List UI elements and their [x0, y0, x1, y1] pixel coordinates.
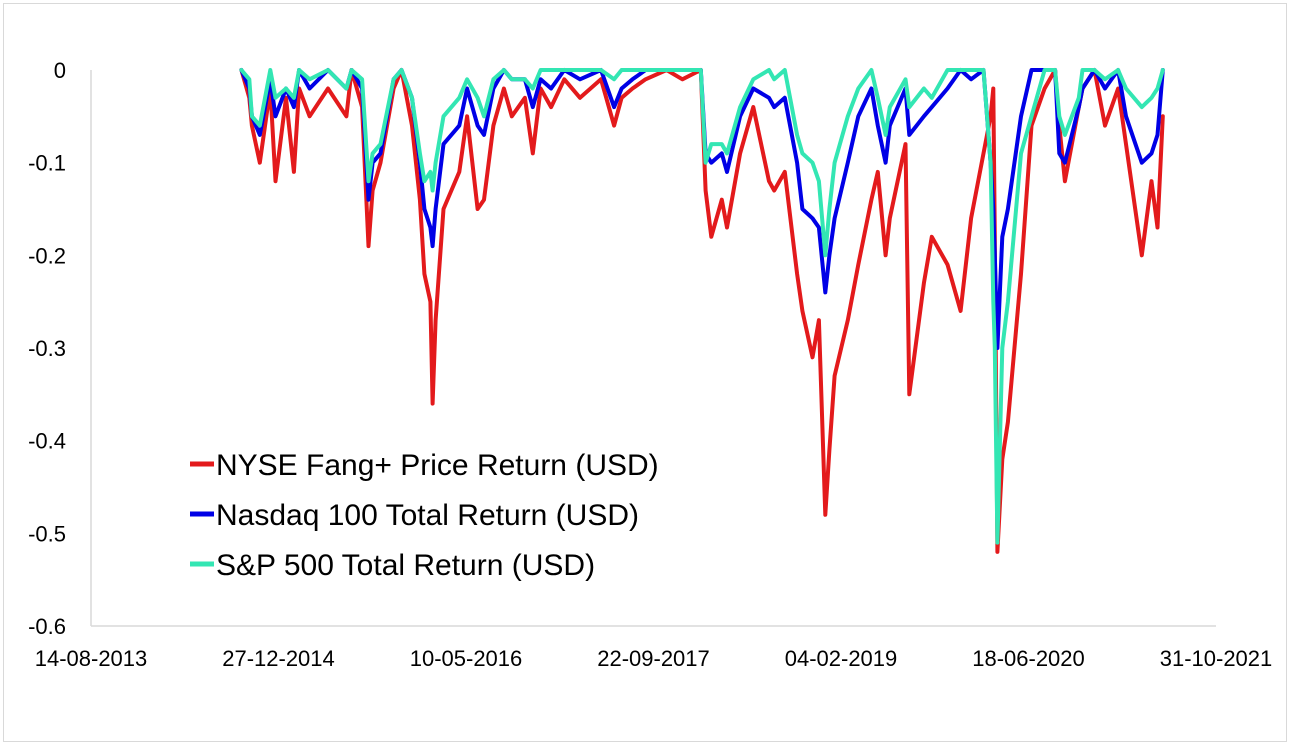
y-tick-labels: 0 -0.1 -0.2 -0.3 -0.4 -0.5 -0.6 — [28, 58, 66, 639]
legend-label-1: Nasdaq 100 Total Return (USD) — [216, 499, 639, 532]
x-tick-label: 10-05-2016 — [410, 646, 523, 671]
y-tick-label: -0.6 — [28, 614, 66, 639]
y-tick-label: -0.5 — [28, 521, 66, 546]
x-tick-label: 04-02-2019 — [785, 646, 898, 671]
chart-frame: 0 -0.1 -0.2 -0.3 -0.4 -0.5 -0.6 14-08-2013 27-1… — [3, 3, 1287, 742]
x-tick-labels: 14-08-2013 27-12-2014 10-05-2016 22-09-2017… — [35, 646, 1273, 671]
y-tick-label: -0.2 — [28, 243, 66, 268]
x-tick-label: 22-09-2017 — [597, 646, 710, 671]
drawdown-chart: 0 -0.1 -0.2 -0.3 -0.4 -0.5 -0.6 14-08-2013 27-1… — [28, 58, 1273, 671]
legend-label-0: NYSE Fang+ Price Return (USD) — [216, 449, 659, 482]
legend: NYSE Fang+ Price Return (USD) Nasdaq 100 … — [190, 449, 659, 582]
series-line-2 — [239, 68, 1165, 545]
x-tick-label: 27-12-2014 — [222, 646, 335, 671]
y-tick-label: -0.3 — [28, 336, 66, 361]
x-tick-label: 31-10-2021 — [1160, 646, 1273, 671]
x-tick-label: 18-06-2020 — [972, 646, 1085, 671]
series-lines — [239, 68, 1165, 554]
y-tick-label: 0 — [54, 58, 66, 83]
y-tick-label: -0.4 — [28, 429, 66, 454]
y-tick-label: -0.1 — [28, 151, 66, 176]
x-tick-label: 14-08-2013 — [35, 646, 148, 671]
legend-label-2: S&P 500 Total Return (USD) — [216, 549, 595, 582]
